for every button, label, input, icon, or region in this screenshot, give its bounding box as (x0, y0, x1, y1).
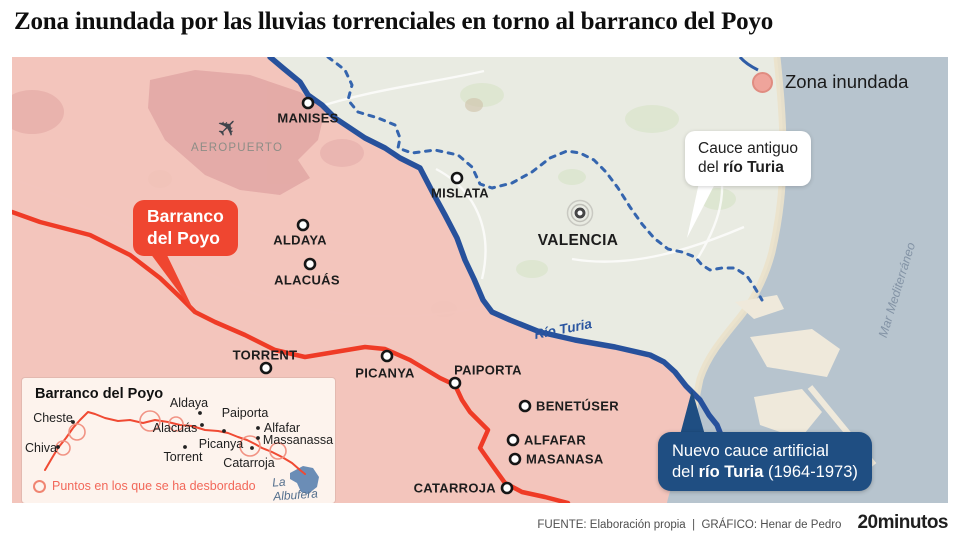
town-label-paiporta: PAIPORTA (454, 362, 522, 378)
footer: FUENTE: Elaboración propia | GRÁFICO: He… (537, 512, 948, 534)
flood-zone-legend-icon (752, 71, 773, 93)
town-label-valencia: VALENCIA (537, 232, 619, 249)
barranco-callout: Barranco del Poyo (133, 200, 238, 256)
nuevo-line2-post: (1964-1973) (763, 462, 858, 481)
inset-title: Barranco del Poyo (35, 386, 164, 402)
overflow-point-legend-icon (33, 479, 46, 493)
river-mouth (738, 57, 759, 72)
nuevo-line2-bold: río Turia (698, 462, 764, 481)
inset-town-aldaya: Aldaya (169, 396, 209, 410)
cauce-antiguo-callout: Cauce antiguo del río Turia (685, 131, 811, 186)
town-label-alfafar: ALFAFAR (524, 432, 587, 448)
inset-lagoon-label: La Albufera (271, 474, 319, 503)
overflow-point-legend-label: Puntos en los que se ha desbordado (52, 479, 256, 493)
town-label-torrent: TORRENT (232, 347, 298, 363)
town-label-aldaya: ALDAYA (273, 232, 327, 248)
main-map: Zona inundada ✈ AEROPUERTO MANISES MISLA… (12, 57, 948, 503)
cauce-callout-line2: del río Turia (698, 158, 798, 177)
source-text: FUENTE: Elaboración propia (537, 519, 686, 531)
barranco-line (12, 209, 571, 503)
barranco-callout-line2: del Poyo (147, 227, 220, 248)
map-legend: Zona inundada (752, 71, 908, 93)
town-label-mislata: MISLATA (431, 185, 489, 201)
inset-town-alacuas: Alacuás (152, 421, 198, 435)
source-credit: FUENTE: Elaboración propia | GRÁFICO: He… (537, 519, 841, 531)
town-label-picanya: PICANYA (355, 365, 415, 381)
new-channel-line (267, 57, 734, 462)
inset-overflow-circles (55, 410, 287, 460)
town-label-manises: MANISES (277, 110, 339, 126)
barranco-callout-pointer (150, 253, 196, 315)
sea (667, 57, 948, 503)
town-label-masanasa: MASANASA (526, 451, 604, 467)
nuevo-callout-line2: del río Turia (1964-1973) (672, 462, 858, 483)
nuevo-cauce-callout-pointer (680, 390, 705, 435)
cauce-line2-bold: río Turia (723, 159, 784, 177)
inset-town-catarroja: Catarroja (223, 456, 275, 470)
page-title: Zona inundada por las lluvias torrencial… (14, 8, 774, 35)
inset-town-alfafar: Alfafar (263, 421, 301, 435)
inset-legend: Puntos en los que se ha desbordado (33, 479, 256, 493)
cauce-callout-line1: Cauce antiguo (698, 140, 798, 157)
town-label-benetuser: BENETÚSER (536, 398, 619, 414)
airport-label: AEROPUERTO (191, 142, 284, 154)
inset-lagoon (290, 466, 319, 494)
town-label-catarroja: CATARROJA (413, 480, 496, 496)
flood-zone-dark-patches (12, 70, 364, 195)
town-markers (259, 96, 532, 495)
nuevo-line2-pre: del (672, 462, 699, 481)
inset-town-torrent: Torrent (163, 450, 203, 464)
cauce-callout-pointer (687, 178, 718, 238)
inset-town-massanassa: Massanassa (262, 433, 334, 447)
graphic-credit: GRÁFICO: Henar de Pedro (701, 519, 842, 531)
flood-zone-legend-label: Zona inundada (785, 71, 909, 92)
inset-artwork (44, 410, 319, 494)
town-label-alacuas: ALACUÁS (274, 272, 340, 288)
cauce-line2-pre: del (698, 159, 723, 177)
inset-map: Barranco del Poyo Cheste Chiva Aldaya Al… (22, 378, 335, 503)
nuevo-callout-line1: Nuevo cauce artificial (672, 442, 829, 460)
nuevo-cauce-callout: Nuevo cauce artificial del río Turia (19… (658, 432, 872, 492)
publisher-logo: 20minutos (857, 512, 948, 533)
inset-town-paiporta: Paiporta (221, 406, 269, 420)
barranco-callout-line1: Barranco (147, 206, 224, 226)
separator: | (692, 519, 696, 531)
valencia-marker (566, 199, 594, 227)
inset-town-cheste: Cheste (33, 411, 73, 425)
inset-town-chiva: Chiva (25, 441, 57, 455)
inset-town-picanya: Picanya (198, 437, 244, 451)
old-channel-line (326, 57, 764, 302)
inset-town-dots (56, 411, 260, 450)
